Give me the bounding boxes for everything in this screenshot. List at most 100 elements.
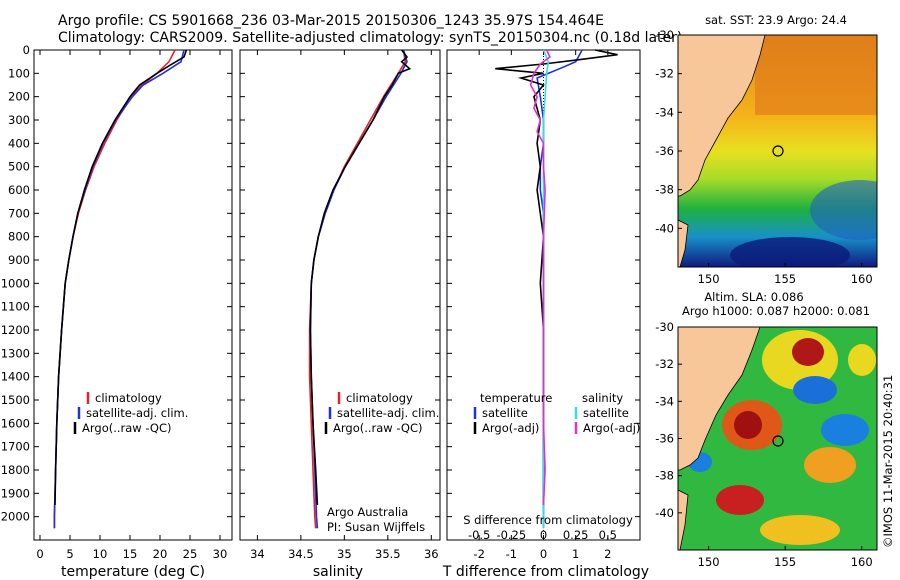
legend-s-argo: Argo(-adj) <box>583 421 640 435</box>
series-line <box>54 49 188 506</box>
y-tick-label: 500 <box>8 160 30 174</box>
sla-anomaly <box>716 485 764 515</box>
sla-land <box>678 327 761 550</box>
x-tick-label: 34 <box>250 547 265 561</box>
map-y-tick-label: -30 <box>655 320 674 334</box>
x-tick-label: 34.5 <box>288 547 314 561</box>
x-tick-label: -2 <box>473 547 484 561</box>
legend-t-satellite: satellite <box>482 406 528 420</box>
sla-anomaly <box>821 414 869 446</box>
salinity-panel: 34 34.5 35 35.5 36 salinity climatology sate… <box>239 49 441 580</box>
temperature-legend: climatology satellite-adj. clim. Argo(..… <box>73 391 188 435</box>
sst-argo-marker <box>772 145 784 157</box>
y-tick-label: 300 <box>8 113 30 127</box>
y-tick-label: 800 <box>8 230 30 244</box>
sst-map: sat. SST: 23.9 Argo: 24.4 150 155 160-30-3 <box>655 13 878 286</box>
legend-argo: Argo(..raw -QC) <box>333 421 423 435</box>
top-x-tick-label: 0.25 <box>563 528 589 542</box>
legend-satellite: satellite-adj. clim. <box>337 406 439 420</box>
y-tick-label: 1800 <box>1 463 30 477</box>
x-tick-label: 2 <box>604 547 611 561</box>
x-tick-label: 25 <box>183 547 198 561</box>
sla-anomaly <box>734 411 762 439</box>
y-tick-label: 1000 <box>1 276 30 290</box>
difference-panel: -2 -1 0 1 2 T difference from climatology S … <box>442 49 649 580</box>
y-tick-label: 1300 <box>1 346 30 360</box>
header-line2: Climatology: CARS2009. Satellite-adjuste… <box>58 30 682 46</box>
y-tick-label: 0 <box>23 43 30 57</box>
legend-t-argo: Argo(-adj) <box>482 421 539 435</box>
y-tick-label: 1500 <box>1 393 30 407</box>
map-x-tick-label: 150 <box>698 555 720 569</box>
y-tick-label: 100 <box>8 66 30 80</box>
sla-map-title2: Argo h1000: 0.087 h2000: 0.081 <box>682 304 870 318</box>
sla-anomaly <box>792 338 824 366</box>
x-tick-label: 36 <box>424 547 439 561</box>
difference-top-axis-label: S difference from climatology <box>463 513 633 527</box>
top-x-tick-label: 0 <box>540 528 547 542</box>
x-tick-label: 0 <box>540 547 547 561</box>
map-x-tick-label: 155 <box>774 555 796 569</box>
legend-header-salinity: salinity <box>582 391 623 405</box>
legend-satellite: satellite-adj. clim. <box>86 406 188 420</box>
map-y-tick-label: -36 <box>655 432 674 446</box>
salinity-panel-frame <box>239 49 441 541</box>
map-x-tick-label: 150 <box>698 272 720 286</box>
map-y-tick-label: -34 <box>655 105 674 119</box>
map-x-tick-label: 155 <box>774 272 796 286</box>
sla-argo-marker <box>772 435 784 447</box>
x-tick-label: 5 <box>66 547 73 561</box>
x-tick-label: 20 <box>153 547 168 561</box>
y-tick-label: 900 <box>8 253 30 267</box>
map-y-tick-label: -36 <box>655 144 674 158</box>
series-line <box>529 49 551 506</box>
y-tick-label: 1700 <box>1 440 30 454</box>
y-tick-label: 1900 <box>1 486 30 500</box>
y-tick-label: 1600 <box>1 416 30 430</box>
map-x-tick-label: 160 <box>851 555 873 569</box>
series-line <box>309 49 412 506</box>
top-x-tick-label: 0.5 <box>599 528 617 542</box>
top-x-tick-label: -0.25 <box>496 528 526 542</box>
temperature-xlabel: temperature (deg C) <box>61 564 205 580</box>
sst-deep-patch <box>730 237 850 267</box>
sst-warm-patch <box>755 35 877 115</box>
map-y-tick-label: -38 <box>655 469 674 483</box>
temperature-panel-frame <box>33 49 233 541</box>
y-tick-label: 700 <box>8 206 30 220</box>
header-line1: Argo profile: CS 5901668_236 03-Mar-2015… <box>58 13 604 29</box>
y-tick-label: 2000 <box>1 510 30 524</box>
difference-xlabel: T difference from climatology <box>442 564 649 580</box>
map-y-tick-label: -32 <box>655 67 674 81</box>
x-tick-label: 15 <box>123 547 138 561</box>
salinity-xlabel: salinity <box>313 564 363 580</box>
y-tick-label: 200 <box>8 90 30 104</box>
x-tick-label: 0 <box>36 547 43 561</box>
y-tick-label: 400 <box>8 136 30 150</box>
top-x-tick-label: -0.5 <box>468 528 490 542</box>
x-tick-label: 35 <box>337 547 352 561</box>
map-y-tick-label: -38 <box>655 183 674 197</box>
watermark: ©IMOS 11-Mar-2015 20:40:31 <box>881 375 895 548</box>
sst-land <box>678 35 766 267</box>
x-tick-label: 1 <box>572 547 579 561</box>
legend-header-temperature: temperature <box>480 391 552 405</box>
sla-anomaly <box>848 344 876 376</box>
legend-climatology: climatology <box>95 391 162 405</box>
sla-map-title1: Altim. SLA: 0.086 <box>704 290 803 304</box>
map-y-tick-label: -30 <box>655 28 674 42</box>
sst-cool-patch <box>810 180 877 240</box>
sla-map: Altim. SLA: 0.086 Argo h1000: 0.087 h200… <box>655 290 878 569</box>
difference-legend: temperature salinity satellite Argo(-adj… <box>473 391 640 435</box>
sla-anomaly <box>793 376 837 404</box>
y-tick-label: 1100 <box>1 300 30 314</box>
map-y-tick-label: -32 <box>655 357 674 371</box>
legend-s-satellite: satellite <box>583 406 629 420</box>
temperature-panel: 0 5 10 15 20 25 300100200300400500600700800900… <box>1 43 233 580</box>
salinity-legend: climatology satellite-adj. clim. Argo(..… <box>324 391 439 435</box>
y-tick-label: 600 <box>8 183 30 197</box>
y-tick-label: 1400 <box>1 370 30 384</box>
sla-anomaly <box>804 447 856 483</box>
y-tick-label: 1200 <box>1 323 30 337</box>
